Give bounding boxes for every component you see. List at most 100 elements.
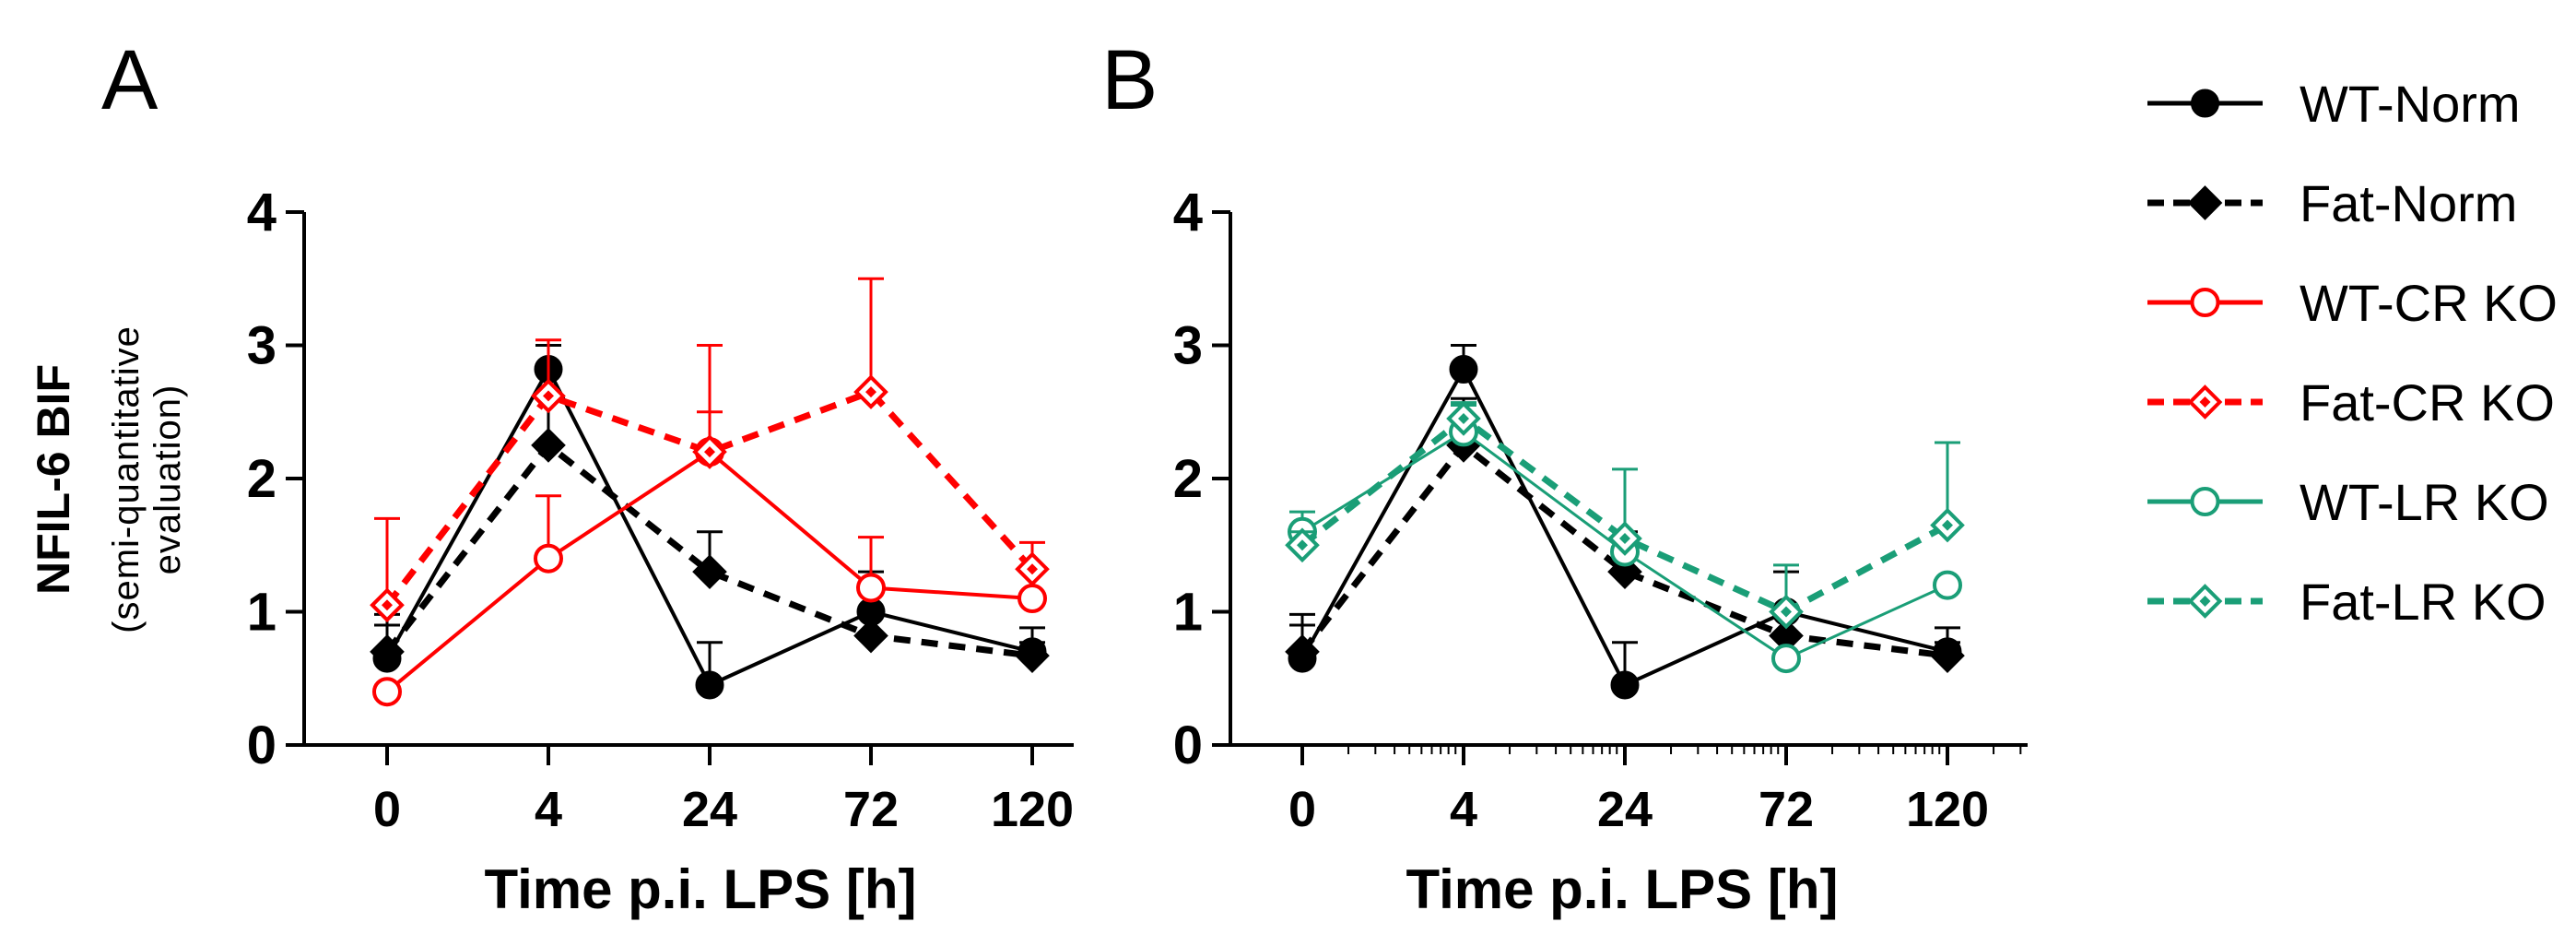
- panel-b-series-wt-lr-ko-point: [1933, 570, 1962, 600]
- panel-a-series-fat-norm-point-shape: [853, 618, 888, 654]
- panel-a-series-fat-cr-ko-point-inner: [382, 599, 393, 611]
- panel-a-series-fat-cr-ko-point: [1015, 551, 1050, 587]
- panel-a-series-fat-norm-point: [853, 618, 888, 654]
- panel-b-x-tick-label: 72: [1759, 782, 1814, 837]
- panel-a-y-tick-label: 0: [247, 715, 276, 775]
- panel-b-plot: 0 1 2 3 4 0 4 24 72 120: [1173, 183, 2028, 837]
- panel-a-series-wt-cr-ko-point: [372, 677, 402, 707]
- legend: WT-Norm Fat-Norm WT-CR KO Fat-CR KO WT-LR KO…: [2147, 75, 2558, 631]
- panel-b-y-tick-label: 2: [1173, 449, 1203, 509]
- panel-a-series-fat-cr-ko-point-inner: [704, 446, 715, 458]
- panel-label-b: B: [1101, 33, 1158, 127]
- panel-a-y-tick-label: 3: [247, 316, 276, 376]
- legend-item: Fat-CR KO: [2147, 373, 2555, 432]
- panel-b-series-fat-lr-ko-point-inner: [1297, 539, 1308, 551]
- panel-b-y-tick-label: 3: [1173, 316, 1203, 376]
- panel-b-series-fat-lr-ko-point: [1446, 401, 1481, 436]
- panel-a-series-wt-cr-ko-point: [1017, 584, 1047, 614]
- panel-a-x-tick-label: 72: [843, 782, 899, 837]
- panel-a-series-fat-norm-point-shape: [370, 634, 405, 669]
- legend-item: Fat-Norm: [2147, 174, 2517, 232]
- panel-b-series-fat-lr-ko-point-inner: [1942, 519, 1953, 531]
- legend-label: WT-LR KO: [2300, 473, 2549, 531]
- panel-a-series-fat-cr-ko-point: [853, 374, 888, 409]
- legend-marker-shape: [2187, 185, 2223, 220]
- legend-label: Fat-CR KO: [2300, 373, 2555, 432]
- legend-marker-inner: [2199, 596, 2211, 607]
- panel-a-series-fat-cr-ko-point-inner: [543, 390, 554, 402]
- y-axis-subtitle-1: (semi-quantitative: [106, 325, 147, 633]
- panel-a-series-fat-norm-line: [384, 440, 1033, 659]
- panel-b-y-tick-label: 0: [1173, 715, 1203, 775]
- y-axis-subtitle-2: evaluation): [147, 384, 188, 575]
- panel-b-x-tick-label: 24: [1597, 782, 1653, 837]
- panel-a-series-fat-cr-ko-point: [370, 587, 405, 623]
- legend-marker: [2191, 89, 2219, 118]
- panel-a-series-fat-norm-point-shape: [531, 428, 566, 463]
- legend-item: WT-Norm: [2147, 75, 2521, 133]
- panel-a-series-fat-cr-ko: [370, 277, 1050, 623]
- legend-label: Fat-Norm: [2300, 174, 2517, 232]
- y-axis-title: NFIL-6 BIF: [28, 364, 79, 595]
- panel-a-y-tick-label: 2: [247, 449, 276, 509]
- panel-a-series-fat-cr-ko-point: [692, 434, 727, 469]
- panel-a-series-fat-norm-point: [692, 554, 727, 589]
- panel-a-series-fat-cr-ko-line: [384, 387, 1035, 608]
- y-axis-title-main: NFIL-6 BIF: [28, 364, 79, 595]
- panel-a-x-tick-label: 120: [991, 782, 1074, 837]
- panel-b-series-wt-lr-ko-point: [1771, 644, 1801, 674]
- panel-a-x-tick-label: 0: [373, 782, 401, 837]
- legend-item: Fat-LR KO: [2147, 573, 2547, 631]
- panel-a-x-tick-label: 24: [682, 782, 737, 837]
- panel-a-series-fat-cr-ko-point: [531, 378, 566, 414]
- legend-marker: [2187, 384, 2223, 420]
- legend-marker: [2187, 185, 2223, 220]
- panel-b-series-fat-lr-ko-point-inner: [1619, 533, 1630, 545]
- panel-b-series-fat-norm-point: [1930, 638, 1965, 674]
- legend-item: WT-CR KO: [2147, 274, 2558, 332]
- legend-marker-inner: [2199, 396, 2211, 408]
- panel-b-series-fat-norm-point: [1285, 634, 1320, 669]
- x-axis-title-a: Time p.i. LPS [h]: [485, 858, 917, 920]
- x-axis-title-b: Time p.i. LPS [h]: [1406, 858, 1839, 920]
- panel-b-series-fat-lr-ko-point: [1607, 521, 1642, 556]
- panel-a-series-wt-cr-ko-point: [856, 573, 886, 603]
- panel-a-series-fat-cr-ko-point-inner: [865, 386, 876, 398]
- legend-marker: [2190, 288, 2220, 317]
- panel-b-series-fat-norm-line: [1300, 440, 1948, 659]
- panel-a-series-fat-norm-point: [1015, 638, 1050, 674]
- legend-marker: [2187, 584, 2223, 619]
- panel-a-x-tick-label: 4: [535, 782, 562, 837]
- legend-label: Fat-LR KO: [2300, 573, 2547, 631]
- panel-a-series-fat-norm-point: [370, 634, 405, 669]
- legend-item: WT-LR KO: [2147, 473, 2549, 531]
- panel-b-series-fat-norm-point-shape: [1930, 638, 1965, 674]
- panel-a-series-wt-cr-ko-point: [534, 543, 563, 574]
- panel-b-x-tick-label: 4: [1450, 782, 1477, 837]
- panel-b-series-fat-norm-point-shape: [1285, 634, 1320, 669]
- panel-b-series-fat-lr-ko-point-inner: [1781, 606, 1792, 618]
- y-axis-subtitle-1-group: (semi-quantitative: [106, 325, 147, 633]
- panel-a-series-fat-norm-point-shape: [1015, 638, 1050, 674]
- panel-b-series-fat-lr-ko-line: [1300, 414, 1949, 616]
- panel-a-series-fat-norm-point-shape: [692, 554, 727, 589]
- panel-b-series-fat-lr-ko-point: [1930, 507, 1965, 543]
- panel-a-y-tick-label: 4: [247, 183, 276, 242]
- panel-label-a: A: [101, 33, 159, 127]
- panel-b-series-fat-lr-ko-point: [1769, 594, 1804, 630]
- legend-label: WT-CR KO: [2300, 274, 2558, 332]
- legend-label: WT-Norm: [2300, 75, 2521, 133]
- panel-a-y-tick-label: 1: [247, 583, 276, 643]
- panel-b-series-fat-lr-ko-point-inner: [1458, 412, 1469, 424]
- panel-b-series-wt-norm-point: [1449, 355, 1478, 384]
- panel-a-plot: 0 1 2 3 4 0 4 24 72 120: [247, 183, 1074, 837]
- panel-b-series-fat-lr-ko-point: [1285, 527, 1320, 563]
- panel-a-series-fat-norm-point: [531, 428, 566, 463]
- y-axis-subtitle-2-group: evaluation): [147, 384, 188, 575]
- panel-b-y-tick-label: 1: [1173, 583, 1203, 643]
- panel-b-x-tick-label: 120: [1906, 782, 1989, 837]
- panel-b-x-tick-label: 0: [1288, 782, 1316, 837]
- panel-a-series-fat-cr-ko-point-inner: [1027, 563, 1038, 575]
